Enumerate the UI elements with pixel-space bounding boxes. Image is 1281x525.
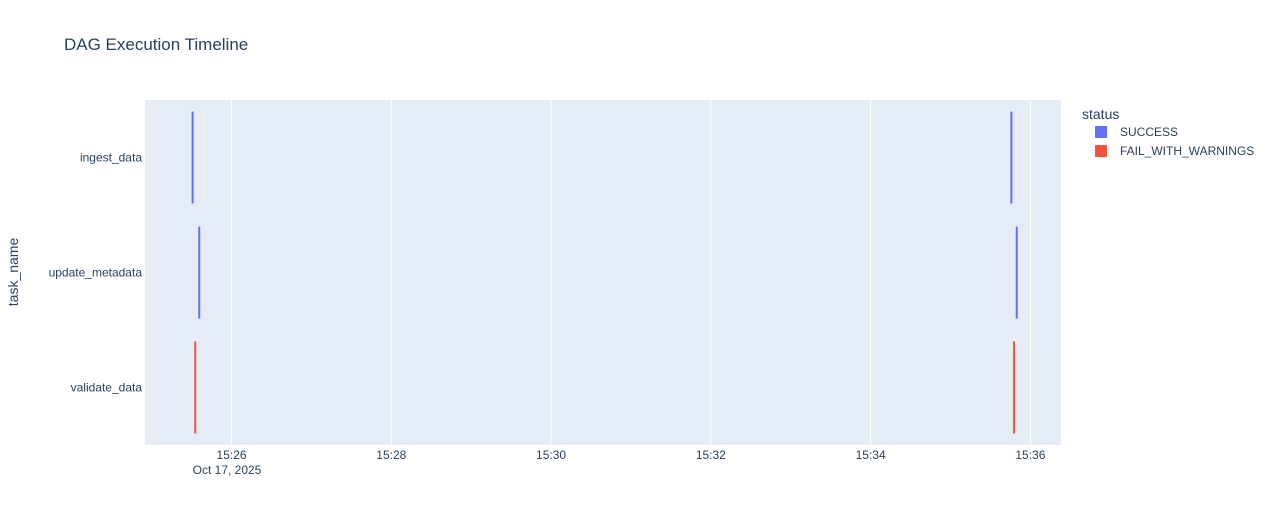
legend-label: SUCCESS (1120, 125, 1178, 139)
legend-items: SUCCESS FAIL_WITH_WARNINGS (1095, 125, 1254, 158)
x-tick-label: 15:36 (1015, 448, 1045, 462)
timeline-bar (1010, 111, 1013, 204)
x-tick-label: 15:28 (376, 448, 406, 462)
x-date-label: Oct 17, 2025 (193, 463, 262, 477)
timeline-bars (191, 111, 1018, 434)
chart-title: DAG Execution Timeline (64, 35, 248, 54)
legend-swatch (1095, 145, 1107, 157)
x-tick-label: 15:30 (536, 448, 566, 462)
plot-area (145, 100, 1061, 445)
timeline-bar (1015, 226, 1018, 319)
timeline-bar (191, 111, 194, 204)
y-tick-label: ingest_data (80, 151, 142, 165)
legend: status SUCCESS FAIL_WITH_WARNINGS (1082, 106, 1254, 158)
y-tick-labels: ingest_data update_metadata validate_data (49, 151, 143, 395)
x-tick-label: 15:26 (217, 448, 247, 462)
x-gridlines (231, 100, 1031, 445)
timeline-bar (194, 341, 197, 434)
x-tick-label: 15:34 (856, 448, 886, 462)
y-tick-label: validate_data (71, 381, 143, 395)
legend-swatch (1095, 126, 1107, 138)
legend-title: status (1082, 106, 1119, 122)
y-axis-title: task_name (5, 238, 21, 307)
timeline-bar (198, 226, 201, 319)
x-tick-label: 15:32 (696, 448, 726, 462)
timeline-bar (1013, 341, 1016, 434)
y-tick-label: update_metadata (49, 266, 143, 280)
x-tick-labels: 15:26 15:28 15:30 15:32 15:34 15:36 (217, 448, 1046, 462)
legend-label: FAIL_WITH_WARNINGS (1120, 144, 1254, 158)
